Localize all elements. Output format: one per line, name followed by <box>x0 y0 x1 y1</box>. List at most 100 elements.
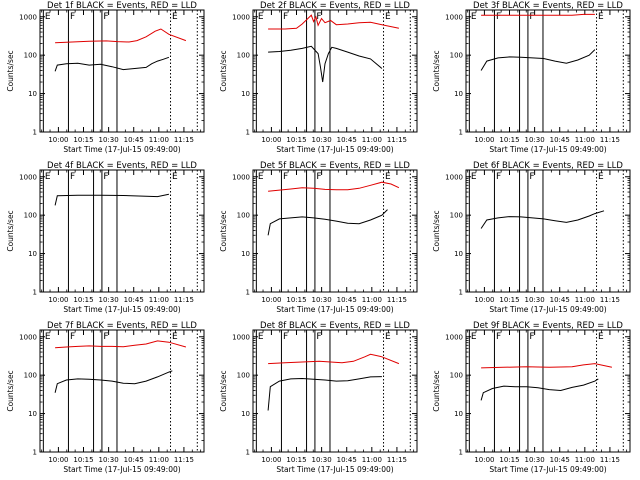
y-tick-label: 100 <box>24 212 37 220</box>
x-tick-label: 10:00 <box>48 136 68 144</box>
x-tick-label: 10:45 <box>337 136 357 144</box>
events-series-line <box>480 378 599 401</box>
y-tick-label: 1 <box>33 129 37 137</box>
marker-label: E <box>471 332 477 342</box>
marker-label: F <box>103 12 108 22</box>
x-axis-label: Start Time (17-Jul-15 09:49:00) <box>489 465 606 474</box>
events-series-line <box>54 370 173 393</box>
marker-label: E <box>45 12 51 22</box>
events-series-line <box>54 56 170 72</box>
marker-label: F <box>529 172 534 182</box>
x-tick-label: 10:00 <box>261 296 281 304</box>
x-axis-label: Start Time (17-Jul-15 09:49:00) <box>276 305 393 314</box>
y-tick-label: 1000 <box>19 333 37 341</box>
y-tick-label: 1000 <box>445 333 463 341</box>
x-tick-label: 11:00 <box>575 296 595 304</box>
x-tick-label: 10:15 <box>286 296 306 304</box>
y-tick-label: 1 <box>33 289 37 297</box>
x-tick-label: 11:15 <box>174 136 194 144</box>
y-tick-label: 1 <box>459 289 463 297</box>
marker-label: E <box>45 332 51 342</box>
plot-frame <box>39 169 205 293</box>
marker-label: F <box>283 12 288 22</box>
panel-5: Det 5f BLACK = Events, RED = LLD 1 10 100 10… <box>219 161 418 314</box>
lld-series-line <box>268 14 400 30</box>
x-tick-label: 10:30 <box>99 296 119 304</box>
series-group <box>54 193 169 206</box>
events-series-line <box>268 45 383 83</box>
y-axis-label: Counts/sec <box>6 50 15 91</box>
y-tick-label: 100 <box>450 212 463 220</box>
plot-frame <box>39 9 205 133</box>
x-tick-label: 10:30 <box>312 136 332 144</box>
y-axis-label: Counts/sec <box>219 210 228 251</box>
marker-label: F <box>529 332 534 342</box>
marker-label: E <box>598 172 604 182</box>
marker-label: F <box>283 332 288 342</box>
x-tick-label: 10:00 <box>474 456 494 464</box>
x-tick-label: 10:15 <box>286 136 306 144</box>
x-tick-label: 10:15 <box>286 456 306 464</box>
panel-title: Det 9f BLACK = Events, RED = LLD <box>473 321 623 331</box>
x-tick-label: 10:15 <box>73 296 93 304</box>
x-tick-label: 11:00 <box>362 456 382 464</box>
panel-title: Det 7f BLACK = Events, RED = LLD <box>47 321 197 331</box>
plot-frame <box>39 329 205 453</box>
y-tick-label: 1000 <box>19 13 37 21</box>
x-tick-label: 10:30 <box>525 296 545 304</box>
marker-label: F <box>496 172 501 182</box>
x-tick-label: 11:15 <box>387 296 407 304</box>
panel-7: Det 7f BLACK = Events, RED = LLD 1 10 100 10… <box>6 321 205 474</box>
y-tick-label: 10 <box>28 250 37 258</box>
marker-label: E <box>385 332 391 342</box>
x-tick-label: 10:45 <box>124 456 144 464</box>
x-axis-label: Start Time (17-Jul-15 09:49:00) <box>489 145 606 154</box>
marker-label: F <box>496 12 501 22</box>
lld-series-line <box>481 363 613 369</box>
marker-label: F <box>70 12 75 22</box>
x-tick-label: 10:45 <box>550 456 570 464</box>
plot-frame <box>252 329 418 453</box>
x-tick-label: 10:00 <box>48 296 68 304</box>
plot-frame <box>252 9 418 133</box>
x-tick-label: 10:00 <box>261 456 281 464</box>
x-tick-label: 11:15 <box>387 456 407 464</box>
plot-frame <box>465 9 631 133</box>
plot-frame <box>465 329 631 453</box>
series-group <box>54 28 187 72</box>
plot-frame <box>465 169 631 293</box>
panel-4: Det 4f BLACK = Events, RED = LLD 1 10 100 10… <box>6 161 205 314</box>
x-tick-label: 11:00 <box>575 456 595 464</box>
x-tick-label: 10:30 <box>525 136 545 144</box>
x-tick-label: 11:15 <box>387 136 407 144</box>
y-tick-label: 1 <box>459 129 463 137</box>
x-tick-label: 10:30 <box>99 136 119 144</box>
x-tick-label: 11:00 <box>362 296 382 304</box>
x-tick-label: 11:00 <box>362 136 382 144</box>
x-tick-label: 11:15 <box>600 296 620 304</box>
x-tick-label: 10:15 <box>499 136 519 144</box>
marker-label: F <box>529 12 534 22</box>
y-tick-label: 10 <box>241 90 250 98</box>
x-tick-label: 11:00 <box>575 136 595 144</box>
y-tick-label: 10 <box>241 250 250 258</box>
panel-title: Det 1f BLACK = Events, RED = LLD <box>47 1 197 11</box>
marker-label: E <box>598 12 604 22</box>
panel-6: Det 6f BLACK = Events, RED = LLD 1 10 100 10… <box>432 161 631 314</box>
x-axis-label: Start Time (17-Jul-15 09:49:00) <box>489 305 606 314</box>
lld-series-line <box>55 340 187 349</box>
x-tick-label: 10:00 <box>48 456 68 464</box>
y-tick-label: 100 <box>237 52 250 60</box>
marker-label: E <box>172 172 178 182</box>
x-tick-label: 10:15 <box>499 296 519 304</box>
x-tick-label: 10:30 <box>312 296 332 304</box>
panel-title: Det 2f BLACK = Events, RED = LLD <box>260 1 410 11</box>
events-series-line <box>267 209 388 236</box>
panel-2: Det 2f BLACK = Events, RED = LLD 1 10 100 10… <box>219 1 418 154</box>
y-tick-label: 1 <box>246 449 250 457</box>
x-tick-label: 10:45 <box>550 136 570 144</box>
marker-label: F <box>103 332 108 342</box>
y-tick-label: 1000 <box>19 173 37 181</box>
y-tick-label: 100 <box>24 372 37 380</box>
